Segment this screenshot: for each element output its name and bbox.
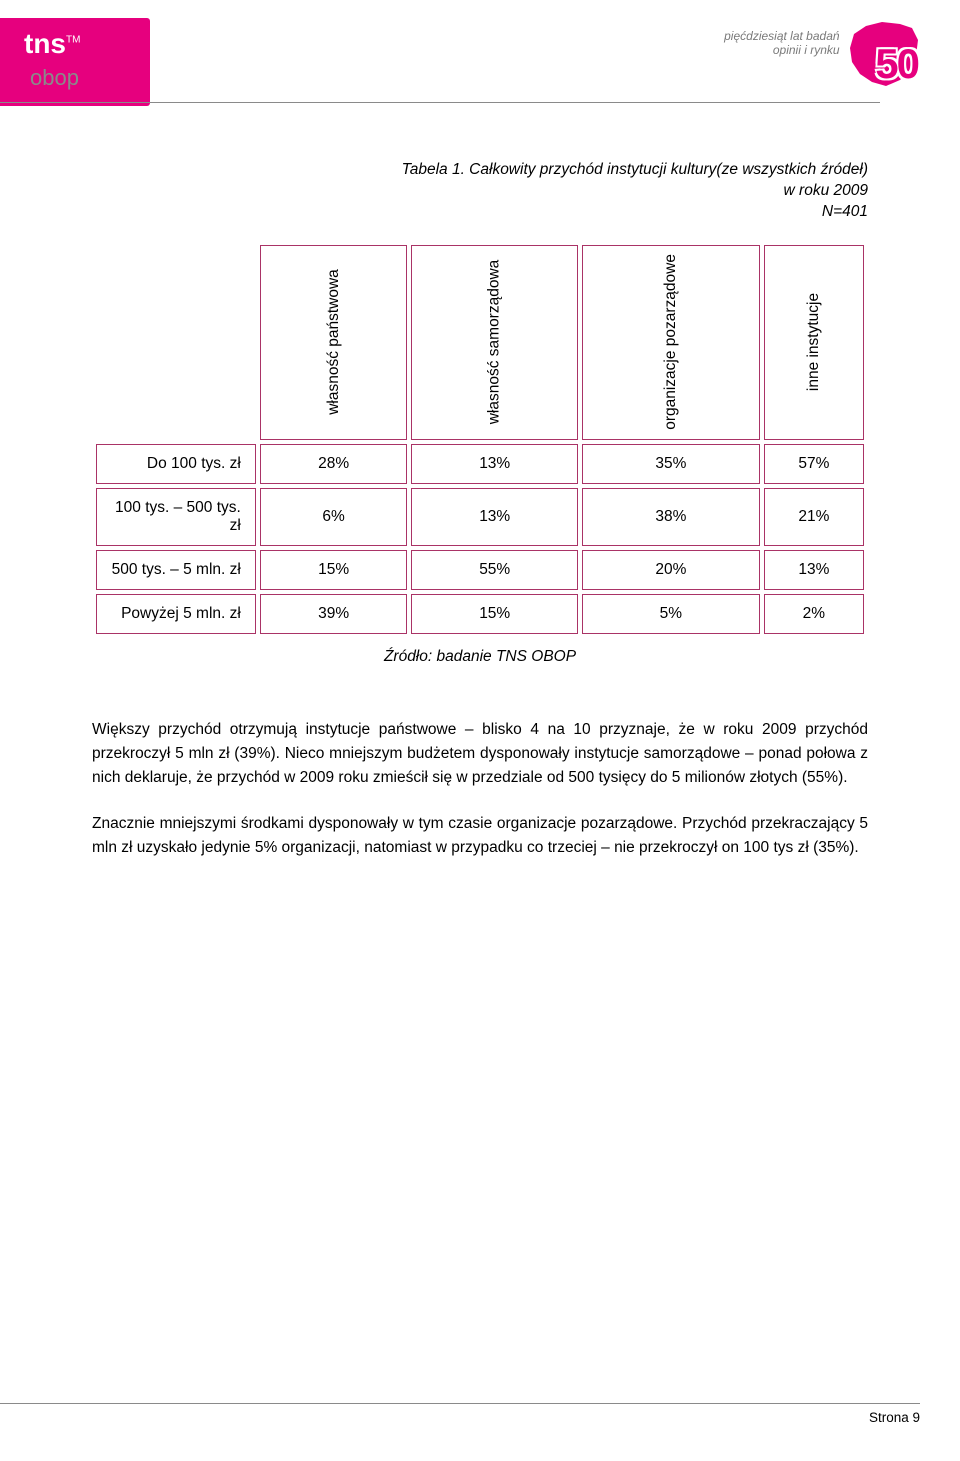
logo-tns-text: tns (24, 28, 66, 59)
table-row: 100 tys. – 500 tys. zł 6% 13% 38% 21% (96, 488, 864, 546)
cell: 13% (411, 444, 578, 484)
cell: 28% (260, 444, 408, 484)
table-row: Do 100 tys. zł 28% 13% 35% 57% (96, 444, 864, 484)
row-label-2: 500 tys. – 5 mln. zł (96, 550, 256, 590)
page-content: Tabela 1. Całkowity przychód instytucji … (0, 110, 960, 860)
cell: 5% (582, 594, 760, 634)
table-row: 500 tys. – 5 mln. zł 15% 55% 20% 13% (96, 550, 864, 590)
cell: 13% (411, 488, 578, 546)
logo-anniversary: pięćdziesiąt lat badań opinii i rynku 50 (724, 20, 920, 93)
cell: 35% (582, 444, 760, 484)
fifty-badge: 50 (848, 20, 920, 93)
row-label-0: Do 100 tys. zł (96, 444, 256, 484)
caption-line1: Tabela 1. Całkowity przychód instytucji … (402, 161, 868, 178)
cell: 55% (411, 550, 578, 590)
page-header: tnsTM obop pięćdziesiąt lat badań opinii… (0, 0, 960, 110)
tagline: pięćdziesiąt lat badań opinii i rynku (724, 30, 839, 58)
logo-tns-obop: tnsTM obop (0, 18, 150, 106)
paragraph-2: Znacznie mniejszymi środkami dysponowały… (92, 812, 868, 860)
col-head-0: własność państwowa (260, 245, 408, 440)
cell: 13% (764, 550, 864, 590)
caption-line2: w roku 2009 (784, 182, 868, 199)
col-head-3: inne instytucje (764, 245, 864, 440)
tagline-line1: pięćdziesiąt lat badań (724, 29, 839, 43)
col-label-1: własność samorządowa (486, 260, 504, 425)
col-label-0: własność państwowa (325, 269, 343, 415)
cell: 39% (260, 594, 408, 634)
cell: 15% (411, 594, 578, 634)
page-number: Strona 9 (0, 1410, 920, 1425)
cell: 20% (582, 550, 760, 590)
cell: 57% (764, 444, 864, 484)
col-label-3: inne instytucje (805, 293, 823, 391)
table-header-row: własność państwowa własność samorządowa … (96, 245, 864, 440)
cell: 21% (764, 488, 864, 546)
cell: 15% (260, 550, 408, 590)
logo-obop-text: obop (30, 65, 79, 90)
fifty-number: 50 (875, 40, 918, 88)
tagline-line2: opinii i rynku (773, 43, 840, 57)
page-footer: Strona 9 (0, 1403, 920, 1425)
empty-corner (96, 245, 256, 440)
table-caption: Tabela 1. Całkowity przychód instytucji … (92, 160, 868, 223)
table-source: Źródło: badanie TNS OBOP (92, 648, 868, 666)
row-label-3: Powyżej 5 mln. zł (96, 594, 256, 634)
paragraph-1: Większy przychód otrzymują instytucje pa… (92, 718, 868, 790)
row-label-1: 100 tys. – 500 tys. zł (96, 488, 256, 546)
col-label-2: organizacje pozarządowe (662, 254, 680, 430)
col-head-1: własność samorządowa (411, 245, 578, 440)
cell: 38% (582, 488, 760, 546)
caption-line3: N=401 (822, 203, 868, 220)
header-divider (0, 102, 880, 103)
footer-divider (0, 1403, 920, 1404)
col-head-2: organizacje pozarządowe (582, 245, 760, 440)
logo-tm: TM (66, 35, 80, 46)
logo-tns-box: tnsTM obop (0, 18, 150, 106)
table-row: Powyżej 5 mln. zł 39% 15% 5% 2% (96, 594, 864, 634)
cell: 6% (260, 488, 408, 546)
revenue-table: własność państwowa własność samorządowa … (92, 241, 868, 638)
cell: 2% (764, 594, 864, 634)
